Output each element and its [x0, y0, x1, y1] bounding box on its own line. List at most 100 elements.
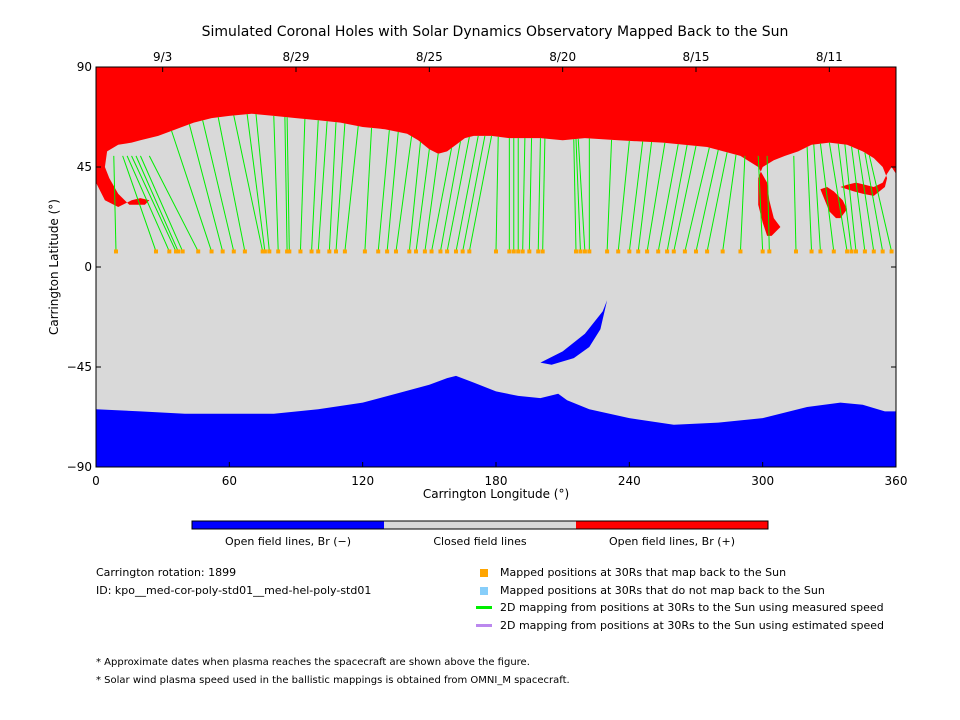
- mapped-position-point: [231, 249, 236, 254]
- y-tick-label: −90: [67, 460, 92, 474]
- mapping-line: [233, 115, 264, 252]
- mapping-line: [139, 155, 184, 252]
- mapped-position-point: [467, 249, 472, 254]
- mapped-position-point: [414, 249, 418, 254]
- mapping-line: [573, 139, 577, 252]
- mapping-line: [424, 153, 439, 252]
- mapping-line: [148, 155, 199, 252]
- colorbar: Open field lines, Br (−) Closed field lin…: [191, 520, 769, 548]
- y-tick-label: 0: [84, 260, 92, 274]
- mapped-position-point: [578, 249, 583, 254]
- mapped-position-point: [260, 249, 265, 254]
- mapped-position-point: [831, 249, 836, 254]
- mapping-line: [851, 146, 866, 252]
- north-open-field-region: [96, 67, 896, 236]
- mapped-positions: [114, 249, 894, 254]
- mapped-position-point: [809, 249, 814, 254]
- mapping-line: [386, 131, 399, 252]
- mapped-position-point: [262, 249, 267, 254]
- x-tick-label: 120: [351, 474, 374, 488]
- mapped-position-point: [627, 249, 632, 254]
- mapping-line: [246, 114, 266, 252]
- mapping-line: [328, 122, 337, 252]
- mapping-line: [606, 139, 613, 252]
- mapping-line: [646, 142, 666, 252]
- mapped-position-point: [220, 249, 225, 254]
- mapping-line: [462, 135, 486, 252]
- note-dates: * Approximate dates when plasma reaches …: [96, 657, 530, 668]
- mapping-line: [217, 117, 246, 252]
- mapping-line: [122, 155, 157, 252]
- legend-item-measured-speed: 2D mapping from positions at 30Rs to the…: [500, 601, 884, 614]
- mapping-line: [793, 155, 797, 252]
- plot-area: [95, 66, 897, 468]
- mapped-position-point: [287, 249, 292, 254]
- mapped-position-point: [574, 249, 578, 254]
- mapped-position-point: [656, 249, 661, 254]
- colorbar-segment: [192, 521, 384, 529]
- mapped-position-point: [794, 249, 798, 254]
- y-tick-label: −45: [67, 360, 92, 374]
- mapped-position-point: [422, 249, 427, 254]
- mapping-line: [286, 117, 290, 252]
- legend-item-mapped: Mapped positions at 30Rs that map back t…: [500, 566, 787, 579]
- mapping-line: [813, 144, 821, 252]
- mapped-position-point: [636, 249, 641, 254]
- mapping-line: [522, 138, 526, 252]
- top-date-label: 8/29: [283, 50, 310, 64]
- mapped-position-point: [889, 249, 894, 254]
- mapped-position-point: [671, 249, 676, 254]
- top-date-label: 8/25: [416, 50, 443, 64]
- mapping-line: [284, 116, 288, 252]
- top-date-label: 8/11: [816, 50, 843, 64]
- top-date-label: 8/20: [549, 50, 576, 64]
- x-tick-label: 180: [485, 474, 508, 488]
- mapped-position-point: [854, 249, 858, 254]
- mapping-line: [135, 155, 179, 252]
- top-date-label: 8/15: [683, 50, 710, 64]
- mapped-position-point: [818, 249, 823, 254]
- mapping-line: [628, 141, 644, 252]
- mapped-position-point: [540, 249, 545, 254]
- mapped-position-point: [511, 249, 516, 254]
- mapping-line: [844, 144, 857, 252]
- mapped-position-point: [154, 249, 158, 254]
- mapping-line: [299, 118, 306, 252]
- mapped-position-point: [705, 249, 710, 254]
- mapping-lines: [113, 114, 893, 252]
- mapped-position-point: [196, 249, 201, 254]
- mapped-position-point: [645, 249, 650, 254]
- mapped-position-point: [385, 249, 390, 254]
- note-speed: * Solar wind plasma speed used in the ba…: [96, 675, 570, 686]
- mapped-position-point: [342, 249, 347, 254]
- mapped-position-point: [520, 249, 525, 254]
- colorbar-label: Closed field lines: [433, 535, 527, 548]
- mapped-position-point: [362, 249, 367, 254]
- colorbar-frame: [191, 520, 769, 530]
- mapping-line: [344, 126, 359, 252]
- mapping-line: [706, 152, 728, 252]
- mapping-line: [857, 149, 875, 252]
- mapping-line: [575, 138, 581, 252]
- mapping-line: [757, 155, 764, 252]
- chart-title: Simulated Coronal Holes with Solar Dynam…: [202, 24, 789, 40]
- mapped-position-point: [880, 249, 885, 254]
- mapped-position-point: [665, 249, 670, 254]
- mapped-position-point: [527, 249, 532, 254]
- mapping-line: [542, 138, 546, 252]
- mapped-position-point: [516, 249, 521, 254]
- south-open-field-region: [96, 375, 896, 467]
- colorbar-label: Open field lines, Br (−): [225, 535, 351, 548]
- y-axis-ticks: −90 −45 0 45 90: [67, 60, 896, 474]
- carrington-rotation: Carrington rotation: 1899: [96, 566, 237, 579]
- mapped-position-point: [334, 249, 338, 254]
- top-date-label: 9/3: [153, 50, 172, 64]
- mapping-line: [131, 155, 177, 252]
- green-line-icon: [476, 606, 492, 609]
- mapping-line: [837, 143, 853, 252]
- colorbar-segment: [384, 521, 576, 529]
- mapped-position-point: [694, 249, 698, 254]
- mapping-line: [806, 146, 813, 252]
- purple-line-icon: [476, 624, 492, 627]
